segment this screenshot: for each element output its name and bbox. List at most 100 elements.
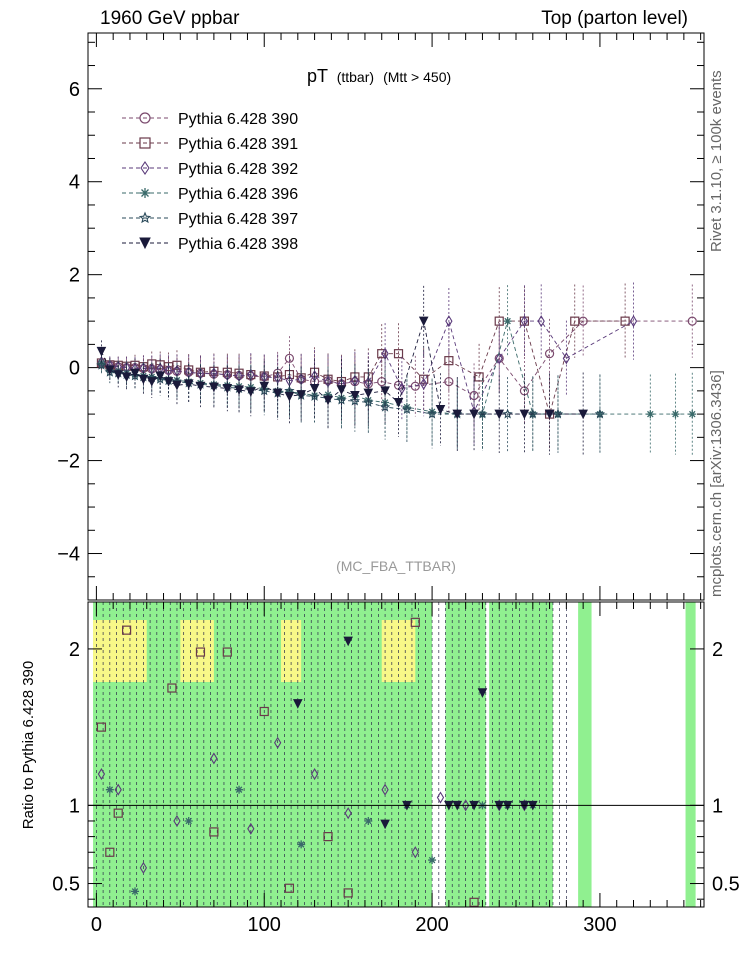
- data-point: [323, 395, 333, 406]
- ratio-point: [293, 699, 303, 709]
- data-point: [688, 410, 697, 419]
- data-point: [377, 349, 387, 359]
- ratio-frame: [87, 601, 705, 908]
- data-point: [222, 384, 233, 394]
- ratio-ylabel: Ratio to Pythia 6.428 390: [20, 661, 37, 829]
- data-point: [223, 368, 231, 382]
- data-point: [195, 381, 206, 392]
- data-point: [503, 317, 512, 326]
- ratio-point: [96, 722, 107, 732]
- data-point: [418, 316, 429, 327]
- ratio-point: [235, 785, 244, 794]
- side-label-rivet: Rivet 3.1.10, ≥ 100k events: [708, 70, 725, 252]
- data-point: [519, 409, 530, 420]
- ratio-point: [195, 647, 206, 657]
- data-point: [96, 359, 107, 370]
- y-tick-label: 2: [69, 265, 80, 287]
- data-point: [552, 408, 564, 419]
- ratio-y-tick-label-right: 1: [712, 795, 723, 817]
- ratio-point: [344, 807, 352, 820]
- legend-label: Pythia 6.428 391: [178, 136, 298, 153]
- data-point: [445, 315, 453, 328]
- data-point: [163, 377, 174, 387]
- data-point: [495, 352, 503, 365]
- ratio-point: [209, 827, 219, 837]
- uncertainty-band-green: [578, 602, 592, 907]
- data-point: [309, 390, 320, 401]
- data-point: [296, 390, 306, 400]
- data-point: [336, 385, 347, 396]
- ratio-point: [97, 767, 106, 781]
- ratio-point: [436, 791, 445, 804]
- ratio-point: [343, 636, 353, 647]
- data-point: [138, 374, 149, 385]
- x-tick-label: 100: [248, 914, 281, 936]
- data-point: [562, 352, 571, 365]
- data-point: [520, 315, 529, 328]
- ratio-y-tick-label-right: 0.5: [712, 874, 740, 896]
- data-point: [393, 349, 404, 359]
- data-point: [594, 408, 606, 419]
- ratio-y-tick-label: 0.5: [52, 874, 80, 896]
- ratio-plot: 0.5 0.5 1 1 2 2 0 100 200 300 Ratio to Pythia 6.4…: [20, 601, 740, 936]
- legend-label: Pythia 6.428 392: [178, 161, 298, 178]
- legend-label: Pythia 6.428 398: [178, 236, 298, 253]
- data-point: [494, 409, 505, 420]
- data-point: [349, 395, 361, 406]
- data-point: [527, 408, 538, 419]
- data-point: [398, 382, 406, 395]
- y-tick-label: 0: [69, 358, 80, 380]
- ratio-point: [364, 816, 373, 825]
- side-label-reference: mcplots.cern.ch [arXiv:1306.3436]: [708, 370, 725, 597]
- ratio-point: [167, 683, 177, 693]
- data-point: [629, 315, 638, 328]
- main-title: pT (ttbar) (Mtt > 450): [307, 66, 451, 86]
- legend-label: Pythia 6.428 396: [178, 186, 298, 203]
- uncertainty-band-green: [685, 602, 696, 907]
- data-point: [336, 394, 347, 405]
- ratio-point: [410, 617, 420, 627]
- ratio-point: [222, 647, 232, 657]
- data-point: [393, 397, 404, 408]
- legend-marker: [139, 112, 151, 124]
- data-point: [428, 407, 437, 416]
- data-point: [272, 388, 283, 399]
- data-point: [350, 391, 360, 401]
- ratio-y-tick-label: 2: [69, 639, 80, 661]
- ratio-point: [105, 847, 115, 857]
- data-point: [147, 372, 156, 381]
- data-point: [183, 379, 194, 390]
- y-tick-label: −2: [57, 451, 80, 473]
- data-point: [246, 387, 256, 397]
- ratio-point: [114, 783, 122, 796]
- ratio-point: [381, 783, 389, 796]
- ratio-marks: [96, 602, 567, 907]
- data-point: [435, 404, 446, 415]
- ratio-point: [274, 736, 282, 749]
- ratio-point: [380, 819, 390, 830]
- ratio-point: [247, 822, 255, 835]
- data-point: [544, 409, 555, 420]
- data-point: [155, 371, 165, 382]
- ratio-axes: 0.5 0.5 1 1 2 2 0 100 200 300: [52, 601, 740, 936]
- ratio-point: [428, 856, 437, 865]
- main-marks: [96, 282, 697, 456]
- x-tick-label: 0: [91, 914, 102, 936]
- ratio-point: [411, 846, 419, 859]
- legend-label: Pythia 6.428 397: [178, 211, 298, 228]
- data-point: [646, 410, 655, 419]
- uncertainty-band-green: [93, 602, 433, 907]
- x-tick-label: 300: [583, 914, 616, 936]
- data-point: [146, 377, 157, 387]
- ratio-point: [210, 752, 218, 765]
- ratio-point: [310, 767, 319, 781]
- data-point: [172, 380, 182, 391]
- uncertainty-band-yellow: [93, 620, 147, 682]
- legend: Pythia 6.428 390 Pythia 6.428 391 Pythia 6…: [122, 111, 298, 253]
- data-point: [595, 410, 604, 419]
- main-frame: [87, 32, 705, 601]
- ratio-point: [343, 888, 353, 898]
- data-point: [452, 409, 463, 420]
- data-point: [687, 316, 697, 326]
- main-axes: −4 −2 0 2 4 6: [57, 32, 705, 601]
